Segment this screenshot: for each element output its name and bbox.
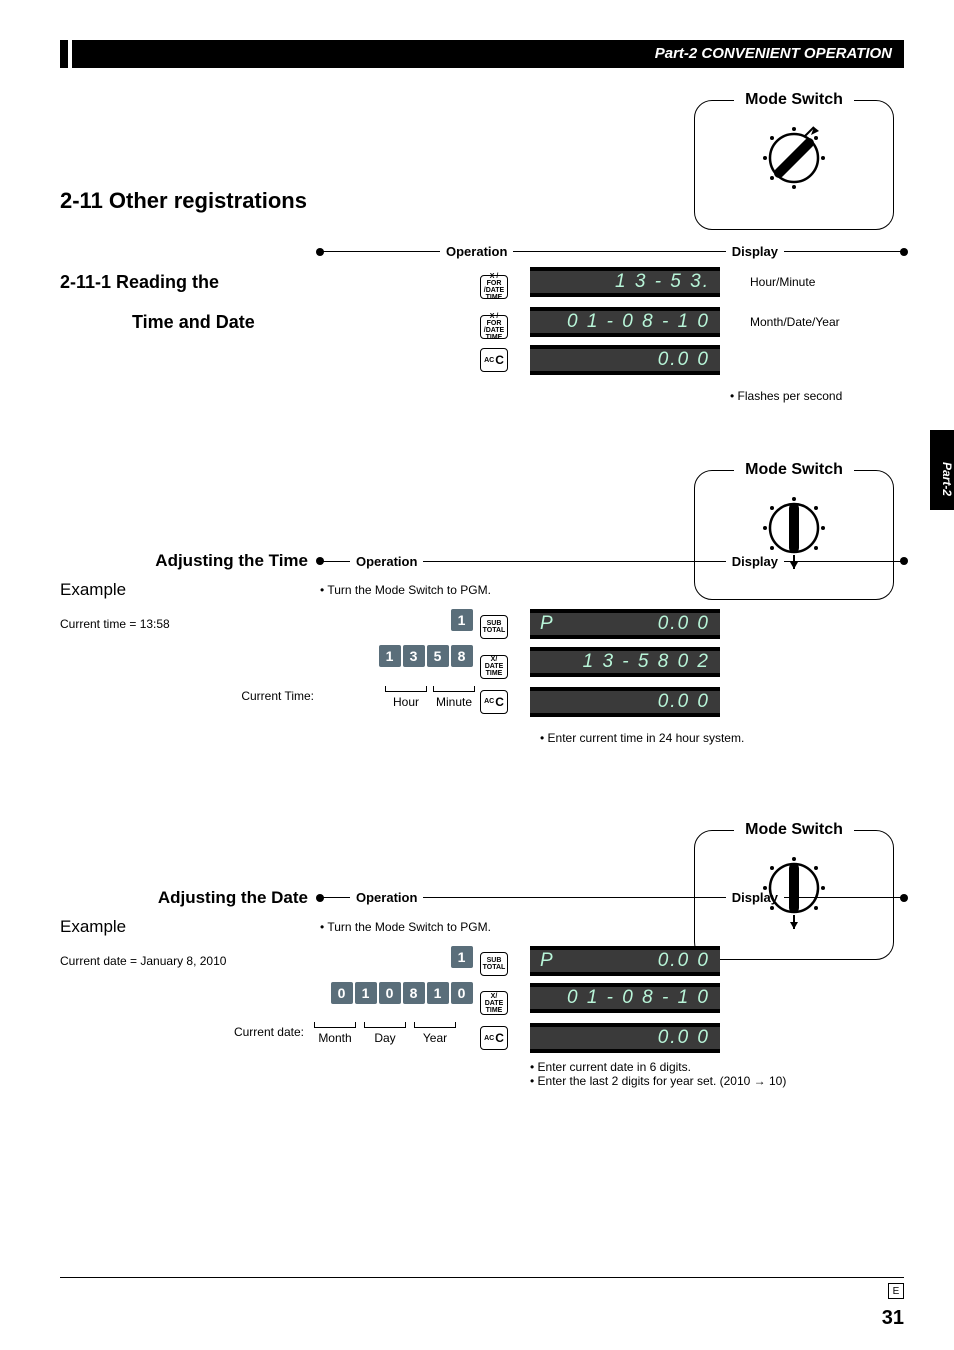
- ac-c-key[interactable]: ACC: [480, 1026, 508, 1050]
- digit-key[interactable]: 3: [403, 645, 425, 667]
- xdate-key[interactable]: X / FOR /DATE TIME: [480, 275, 508, 299]
- digit-key[interactable]: 8: [403, 982, 425, 1004]
- display-time-entered: 1 3 - 5 8 0 2: [530, 647, 720, 677]
- current-time-label: Current Time:: [241, 689, 314, 703]
- header-title: Part-2 CONVENIENT OPERATION: [72, 40, 904, 68]
- footer-rule: [60, 1277, 904, 1278]
- display-zero: 0.0 0: [530, 687, 720, 717]
- pgm-note: • Turn the Mode Switch to PGM.: [320, 920, 491, 934]
- operation-header: Operation: [350, 554, 423, 569]
- display-date-entered: 0 1 - 0 8 - 1 0: [530, 983, 720, 1013]
- note-24hr: • Enter current time in 24 hour system.: [540, 731, 744, 745]
- xdate-key[interactable]: X / FOR /DATE TIME: [480, 315, 508, 339]
- xdate-key[interactable]: X/ DATE TIME: [480, 991, 508, 1015]
- section1-title-line1: 2-11-1 Reading the: [60, 272, 320, 293]
- subtotal-key[interactable]: SUB TOTAL: [480, 952, 508, 976]
- display-pgm-zero: P0.0 0: [530, 609, 720, 639]
- mode-switch-dial-icon: [744, 113, 844, 203]
- mode-switch-dial-icon: [744, 843, 844, 933]
- page-footer: E 31: [882, 1283, 904, 1330]
- example-header: Example: [60, 917, 320, 937]
- digit-key[interactable]: 0: [451, 982, 473, 1004]
- mode-switch-label: Mode Switch: [734, 91, 854, 109]
- note-flashes: • Flashes per second: [730, 389, 842, 403]
- example-header: Example: [60, 580, 320, 600]
- digit-key[interactable]: 1: [355, 982, 377, 1004]
- header-bar: Part-2 CONVENIENT OPERATION: [60, 40, 904, 68]
- section1-title-line2: Time and Date: [60, 312, 320, 333]
- note-month-date-year: Month/Date/Year: [750, 315, 840, 329]
- mode-switch-label: Mode Switch: [734, 821, 854, 839]
- mode-switch-box-2: Mode Switch: [694, 470, 894, 600]
- note-hour-minute: Hour/Minute: [750, 275, 815, 289]
- subtotal-key[interactable]: SUB TOTAL: [480, 615, 508, 639]
- note-6digits: • Enter current date in 6 digits.: [530, 1060, 786, 1074]
- operation-header: Operation: [440, 244, 513, 259]
- display-zero: 0.0 0: [530, 1023, 720, 1053]
- mode-switch-box-1: Mode Switch: [694, 100, 894, 230]
- digit-key[interactable]: 5: [427, 645, 449, 667]
- display-header: Display: [726, 890, 784, 905]
- digit-key[interactable]: 1: [451, 946, 473, 968]
- digit-key[interactable]: 8: [451, 645, 473, 667]
- footer-e-box: E: [888, 1283, 904, 1299]
- xdate-key[interactable]: X/ DATE TIME: [480, 655, 508, 679]
- note-year2digits: • Enter the last 2 digits for year set. …: [530, 1074, 786, 1088]
- display-zero: 0.0 0: [530, 345, 720, 375]
- digit-key[interactable]: 0: [379, 982, 401, 1004]
- digit-key[interactable]: 1: [427, 982, 449, 1004]
- display-time: 1 3 - 5 3.: [530, 267, 720, 297]
- display-header: Display: [726, 554, 784, 569]
- side-tab: Part-2: [930, 430, 954, 510]
- ac-c-key[interactable]: ACC: [480, 690, 508, 714]
- display-date: 0 1 - 0 8 - 1 0: [530, 307, 720, 337]
- digit-key[interactable]: 1: [451, 609, 473, 631]
- section2-title: Adjusting the Time: [155, 551, 308, 570]
- display-header: Display: [726, 244, 784, 259]
- operation-header: Operation: [350, 890, 423, 905]
- pgm-note: • Turn the Mode Switch to PGM.: [320, 583, 491, 597]
- example-current-time: Current time = 13:58: [60, 617, 320, 631]
- display-pgm-zero: P0.0 0: [530, 946, 720, 976]
- digit-key[interactable]: 0: [331, 982, 353, 1004]
- section3-title: Adjusting the Date: [158, 888, 308, 907]
- page-number: 31: [882, 1307, 904, 1330]
- ac-c-key[interactable]: ACC: [480, 348, 508, 372]
- example-current-date: Current date = January 8, 2010: [60, 954, 320, 968]
- digit-key[interactable]: 1: [379, 645, 401, 667]
- mode-switch-label: Mode Switch: [734, 461, 854, 479]
